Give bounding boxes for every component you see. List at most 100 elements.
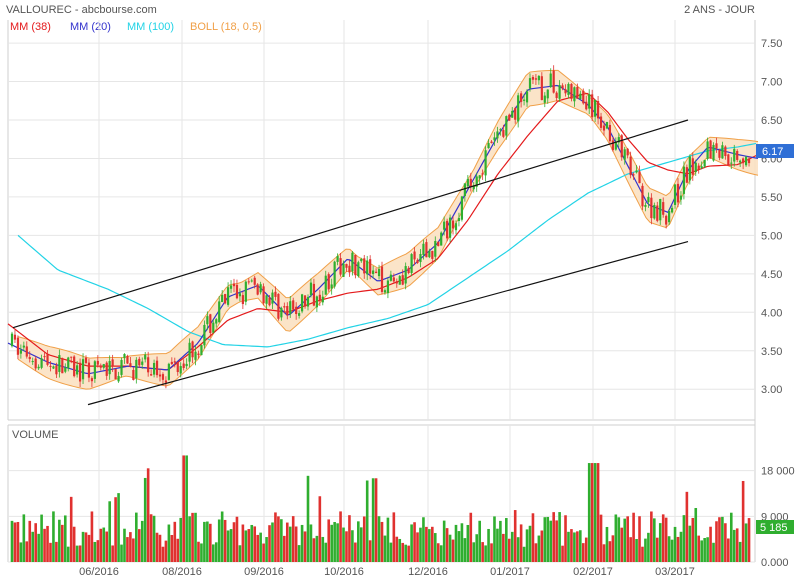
candle-body (460, 196, 464, 220)
volume-bar (629, 537, 632, 562)
candle-body (585, 101, 588, 110)
candle-body (505, 116, 508, 136)
volume-bar (614, 514, 618, 562)
candle-body (733, 148, 736, 162)
candle-body (81, 359, 85, 380)
volume-bar (673, 526, 677, 562)
volume-bar (744, 523, 748, 562)
volume-bar (359, 527, 363, 562)
volume-bar (608, 541, 612, 562)
volume-bar (155, 532, 159, 562)
volume-bar (31, 531, 35, 562)
volume-bar (374, 478, 378, 562)
candle-body (292, 300, 295, 310)
candle-body (280, 308, 283, 318)
volume-bar (641, 546, 644, 562)
volume-bar (454, 524, 458, 562)
x-tick-label: 01/2017 (490, 566, 530, 578)
bollinger-upper (17, 69, 759, 359)
candle-body (241, 295, 244, 305)
volume-bar (661, 514, 665, 562)
candle-body (374, 271, 378, 274)
volume-bar (99, 528, 103, 562)
volume-bar (244, 530, 248, 562)
candle-body (555, 92, 558, 99)
volume-bar (635, 539, 638, 562)
candle-body (443, 221, 446, 230)
candle-body (747, 158, 751, 164)
candle-body (357, 262, 360, 277)
candle-body (164, 380, 168, 383)
period-label: 2 ANS - JOUR (684, 4, 755, 16)
volume-bar (472, 542, 476, 562)
volume-bar (484, 545, 487, 562)
candle-body (348, 265, 351, 273)
candle-body (265, 295, 268, 304)
x-tick-label: 06/2016 (79, 566, 119, 578)
legend-boll: BOLL (18, 0.5) (190, 21, 262, 33)
volume-bar (268, 525, 271, 562)
volume-bar (377, 516, 381, 562)
candle-body (330, 284, 333, 289)
candle-body (283, 306, 286, 308)
volume-bar (679, 531, 683, 562)
candle-body (552, 70, 555, 93)
series-line-mm100 (17, 142, 757, 348)
volume-bar (84, 532, 88, 562)
volume-bar (433, 533, 437, 562)
volume-bar (58, 519, 61, 562)
volume-bar (161, 546, 165, 562)
candle-body (712, 144, 715, 161)
volume-bar (129, 532, 132, 562)
candle-body (469, 178, 472, 187)
candle-body (43, 356, 46, 358)
volume-y-tick: 18 000 (761, 466, 795, 478)
candle-body (286, 306, 289, 316)
volume-bar (715, 521, 718, 562)
volume-bar (34, 523, 37, 562)
candle-body (599, 116, 603, 128)
candle-body (108, 360, 111, 375)
volume-bar (593, 463, 597, 562)
candle-body (105, 362, 108, 376)
candle-body (709, 140, 712, 159)
candle-body (638, 171, 641, 184)
volume-bar (37, 533, 40, 562)
candle-body (247, 281, 250, 283)
volume-bar (283, 535, 286, 562)
candle-body (197, 353, 200, 355)
volume-bar (543, 517, 547, 562)
candle-body (659, 198, 662, 221)
candle-body (407, 268, 410, 274)
volume-bar (442, 520, 446, 562)
candle-body (235, 284, 239, 299)
volume-bar (685, 491, 689, 562)
candle-body (226, 287, 230, 305)
candle-body (55, 365, 58, 375)
volume-bar (214, 542, 218, 562)
volume-bar (194, 512, 197, 562)
volume-bar (357, 521, 360, 562)
candle-body (306, 297, 310, 307)
candle-body (579, 93, 582, 100)
volume-bar (519, 524, 523, 562)
last-volume-value: 5 185 (760, 522, 788, 534)
legend: MM (38) MM (20) MM (100) BOLL (18, 0.5) (10, 21, 262, 33)
candle-body (434, 240, 437, 257)
volume-bar (217, 519, 221, 562)
candle-body (90, 378, 94, 382)
volume-bar (170, 535, 174, 562)
candle-body (742, 158, 745, 164)
volume-bar (13, 522, 17, 562)
candle-body (721, 145, 724, 159)
candle-body (623, 149, 626, 160)
axes: 7.507.006.506.005.505.004.504.003.503.00… (79, 38, 795, 578)
price-y-tick: 3.50 (761, 346, 782, 358)
volume-bar (389, 542, 393, 562)
volume-bar (747, 518, 751, 562)
volume-bar (499, 520, 502, 562)
volume-bar (330, 524, 333, 562)
volume-bar (232, 522, 236, 562)
volume-bar (638, 516, 641, 562)
volume-bar (114, 497, 117, 562)
